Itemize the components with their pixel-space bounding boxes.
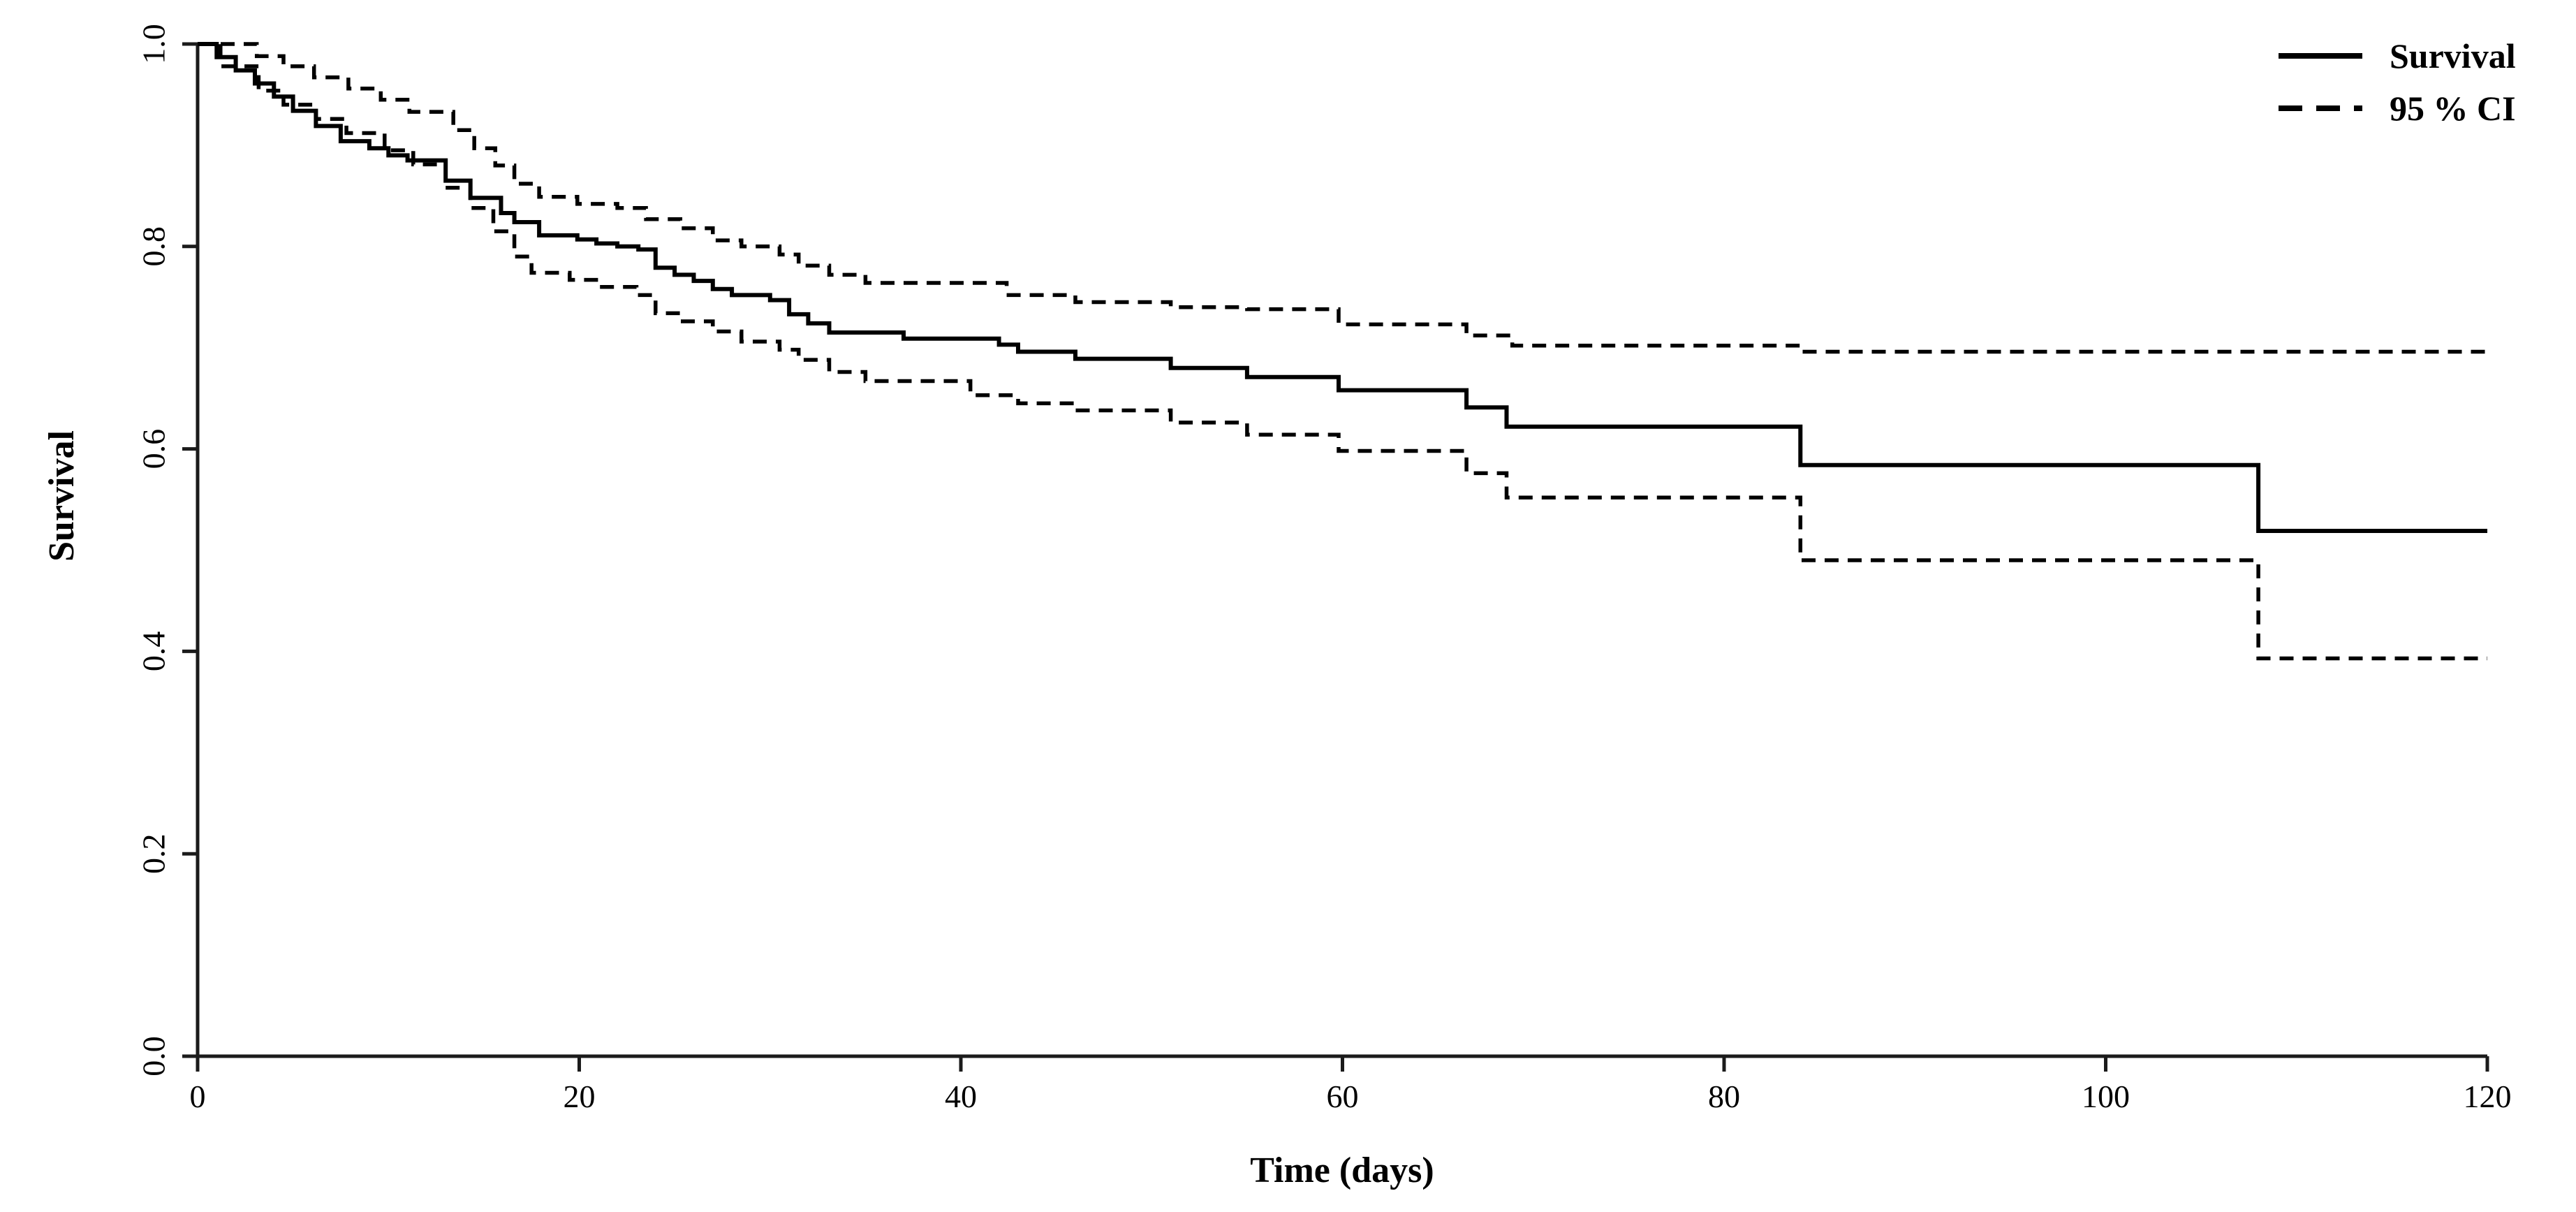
x-tick-label: 60: [1327, 1079, 1359, 1114]
survival-curve: [198, 42, 2487, 533]
curves: [198, 42, 2487, 661]
y-tick-label: 1.0: [136, 24, 172, 64]
legend-label-ci: 95 % CI: [2390, 89, 2516, 128]
y-tick-label: 0.4: [136, 631, 172, 672]
x-axis-title: Time (days): [1250, 1151, 1434, 1190]
y-tick-label: 0.2: [136, 833, 172, 874]
x-tick-label: 80: [1708, 1079, 1740, 1114]
x-tick-label: 120: [2464, 1079, 2512, 1114]
legend-label-survival: Survival: [2390, 36, 2516, 75]
x-tick-label: 20: [564, 1079, 596, 1114]
x-tick-label: 100: [2082, 1079, 2130, 1114]
legend: Survival 95 % CI: [2279, 36, 2516, 128]
x-tick-label: 0: [190, 1079, 206, 1114]
ci-upper-curve: [198, 42, 2487, 354]
axes: 0 20 40 60 80 100 120 0.0 0.2 0.4 0.6 0.8 1.0: [136, 24, 2512, 1114]
y-axis-title: Survival: [42, 430, 82, 562]
x-tick-label: 40: [945, 1079, 977, 1114]
y-tick-label: 0.0: [136, 1036, 172, 1076]
y-tick-label: 0.8: [136, 226, 172, 267]
y-tick-label: 0.6: [136, 429, 172, 469]
ci-lower-curve: [198, 42, 2487, 661]
